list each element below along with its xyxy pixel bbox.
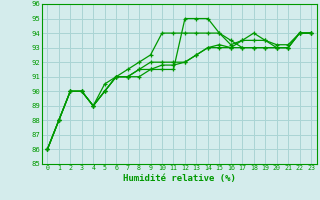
X-axis label: Humidité relative (%): Humidité relative (%) — [123, 174, 236, 183]
